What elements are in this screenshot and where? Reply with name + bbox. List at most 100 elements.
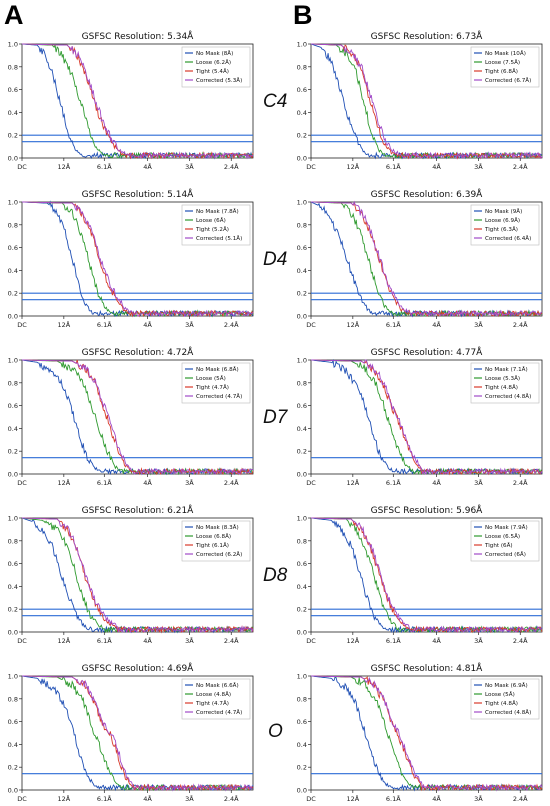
x-tick-label: 12Å bbox=[346, 320, 359, 329]
y-tick-label: 0.4 bbox=[297, 741, 307, 749]
legend-entry: No Mask (8.3Å) bbox=[196, 524, 239, 531]
x-tick-label: 4Å bbox=[432, 794, 441, 803]
y-tick-label: 0.0 bbox=[8, 313, 18, 321]
y-tick-label: 0.4 bbox=[8, 741, 18, 749]
x-tick-label: 2.4Å bbox=[224, 636, 239, 645]
legend-entry: Tight (6Å) bbox=[484, 542, 513, 549]
x-tick-label: DC bbox=[306, 321, 316, 329]
x-tick-label: DC bbox=[17, 479, 27, 487]
panel-label-b: B bbox=[293, 0, 313, 30]
x-tick-label: 3Å bbox=[474, 162, 483, 171]
fsc-curve bbox=[22, 675, 254, 792]
fsc-curve bbox=[311, 200, 543, 318]
legend-entry: Tight (6.8Å) bbox=[484, 68, 518, 75]
x-tick-label: 6.1Å bbox=[97, 478, 112, 487]
x-tick-label: 12Å bbox=[57, 794, 70, 803]
fsc-chart-a-d7: GSFSC Resolution: 4.72Å 0.0 0.2 0.4 0.6 0.8 1.… bbox=[8, 346, 254, 487]
legend-entry: No Mask (10Å) bbox=[485, 50, 526, 57]
x-tick-label: 3Å bbox=[185, 320, 194, 329]
legend-box bbox=[181, 46, 251, 88]
legend-entry: Loose (5Å) bbox=[485, 691, 515, 698]
x-tick-label: 3Å bbox=[474, 636, 483, 645]
x-tick-label: 4Å bbox=[143, 478, 152, 487]
legend-entry: Corrected (6.7Å) bbox=[485, 77, 531, 84]
x-tick-label: DC bbox=[17, 637, 27, 645]
legend-entry: Corrected (5.3Å) bbox=[196, 77, 242, 84]
y-tick-label: 0.0 bbox=[297, 313, 307, 321]
y-tick-label: 0.6 bbox=[297, 244, 307, 252]
legend-entry: Corrected (6.4Å) bbox=[485, 235, 531, 242]
fsc-chart-b-d7: GSFSC Resolution: 4.77Å 0.0 0.2 0.4 0.6 0.8 1.… bbox=[297, 346, 543, 487]
y-tick-label: 0.2 bbox=[297, 606, 307, 614]
x-tick-label: 6.1Å bbox=[97, 320, 112, 329]
y-tick-label: 0.0 bbox=[297, 629, 307, 637]
y-tick-label: 0.2 bbox=[8, 132, 18, 140]
fsc-curve bbox=[311, 675, 543, 792]
legend-box bbox=[470, 678, 540, 720]
y-tick-label: 1.0 bbox=[297, 41, 307, 49]
legend-entry: Corrected (5.1Å) bbox=[196, 235, 242, 242]
x-tick-label: 12Å bbox=[346, 162, 359, 171]
y-tick-label: 0.6 bbox=[297, 560, 307, 568]
fsc-curve bbox=[311, 517, 543, 634]
fsc-chart-b-d8: GSFSC Resolution: 5.96Å 0.0 0.2 0.4 0.6 0.8 1.… bbox=[297, 504, 543, 645]
y-tick-label: 1.0 bbox=[297, 515, 307, 523]
legend-entry: Corrected (4.7Å) bbox=[196, 709, 242, 716]
fsc-curve bbox=[311, 43, 543, 160]
x-tick-label: 12Å bbox=[57, 162, 70, 171]
legend-entry: No Mask (6.8Å) bbox=[196, 366, 239, 373]
panel-label-a: A bbox=[4, 0, 24, 30]
y-tick-label: 0.0 bbox=[8, 155, 18, 163]
legend-box bbox=[181, 520, 251, 562]
x-tick-label: 6.1Å bbox=[386, 478, 401, 487]
fsc-curve bbox=[22, 675, 254, 792]
x-tick-label: 3Å bbox=[474, 794, 483, 803]
y-tick-label: 0.4 bbox=[297, 425, 307, 433]
chart-title: GSFSC Resolution: 4.81Å bbox=[371, 662, 484, 674]
y-tick-label: 0.4 bbox=[297, 109, 307, 117]
legend-entry: Corrected (6.2Å) bbox=[196, 551, 242, 558]
fsc-chart-a-o: GSFSC Resolution: 4.69Å 0.0 0.2 0.4 0.6 0.8 1.… bbox=[8, 662, 254, 803]
x-tick-label: DC bbox=[306, 163, 316, 171]
x-tick-label: 12Å bbox=[346, 794, 359, 803]
fsc-chart-b-o: GSFSC Resolution: 4.81Å 0.0 0.2 0.4 0.6 0.8 1.… bbox=[297, 662, 543, 803]
legend-entry: No Mask (6.9Å) bbox=[485, 682, 528, 689]
x-tick-label: 3Å bbox=[474, 320, 483, 329]
y-tick-label: 0.4 bbox=[8, 583, 18, 591]
x-tick-label: 12Å bbox=[346, 478, 359, 487]
y-tick-label: 0.6 bbox=[8, 86, 18, 94]
fsc-curve bbox=[22, 201, 254, 318]
x-tick-label: 4Å bbox=[143, 636, 152, 645]
y-tick-label: 0.8 bbox=[8, 537, 18, 545]
y-tick-label: 0.4 bbox=[8, 267, 18, 275]
symmetry-label-d4: D4 bbox=[263, 249, 288, 270]
y-tick-label: 0.8 bbox=[8, 63, 18, 71]
x-tick-label: 3Å bbox=[474, 478, 483, 487]
legend-entry: Tight (4.7Å) bbox=[195, 700, 229, 707]
chart-title: GSFSC Resolution: 4.77Å bbox=[371, 346, 484, 358]
legend-entry: No Mask (7.9Å) bbox=[485, 524, 528, 531]
fsc-curve bbox=[311, 43, 543, 160]
legend-box bbox=[470, 204, 540, 246]
x-tick-label: 2.4Å bbox=[224, 794, 239, 803]
legend-box bbox=[181, 204, 251, 246]
y-tick-label: 0.6 bbox=[8, 718, 18, 726]
y-tick-label: 0.4 bbox=[297, 267, 307, 275]
fsc-chart-a-d8: GSFSC Resolution: 6.21Å 0.0 0.2 0.4 0.6 0.8 1.… bbox=[8, 504, 254, 645]
y-tick-label: 0.8 bbox=[297, 221, 307, 229]
y-tick-label: 0.0 bbox=[297, 155, 307, 163]
chart-title: GSFSC Resolution: 6.21Å bbox=[82, 504, 195, 516]
x-tick-label: DC bbox=[306, 479, 316, 487]
x-tick-label: 2.4Å bbox=[224, 162, 239, 171]
y-tick-label: 0.0 bbox=[297, 471, 307, 479]
x-tick-label: 2.4Å bbox=[224, 478, 239, 487]
legend-entry: Loose (6.9Å) bbox=[485, 217, 520, 224]
x-tick-label: 12Å bbox=[57, 320, 70, 329]
y-tick-label: 1.0 bbox=[8, 673, 18, 681]
x-tick-label: 4Å bbox=[432, 162, 441, 171]
x-tick-label: 4Å bbox=[143, 162, 152, 171]
fsc-chart-b-d4: GSFSC Resolution: 6.39Å 0.0 0.2 0.4 0.6 0.8 1.… bbox=[297, 188, 543, 329]
x-tick-label: 12Å bbox=[57, 478, 70, 487]
legend-entry: Tight (5.2Å) bbox=[195, 226, 229, 233]
y-tick-label: 0.2 bbox=[8, 606, 18, 614]
